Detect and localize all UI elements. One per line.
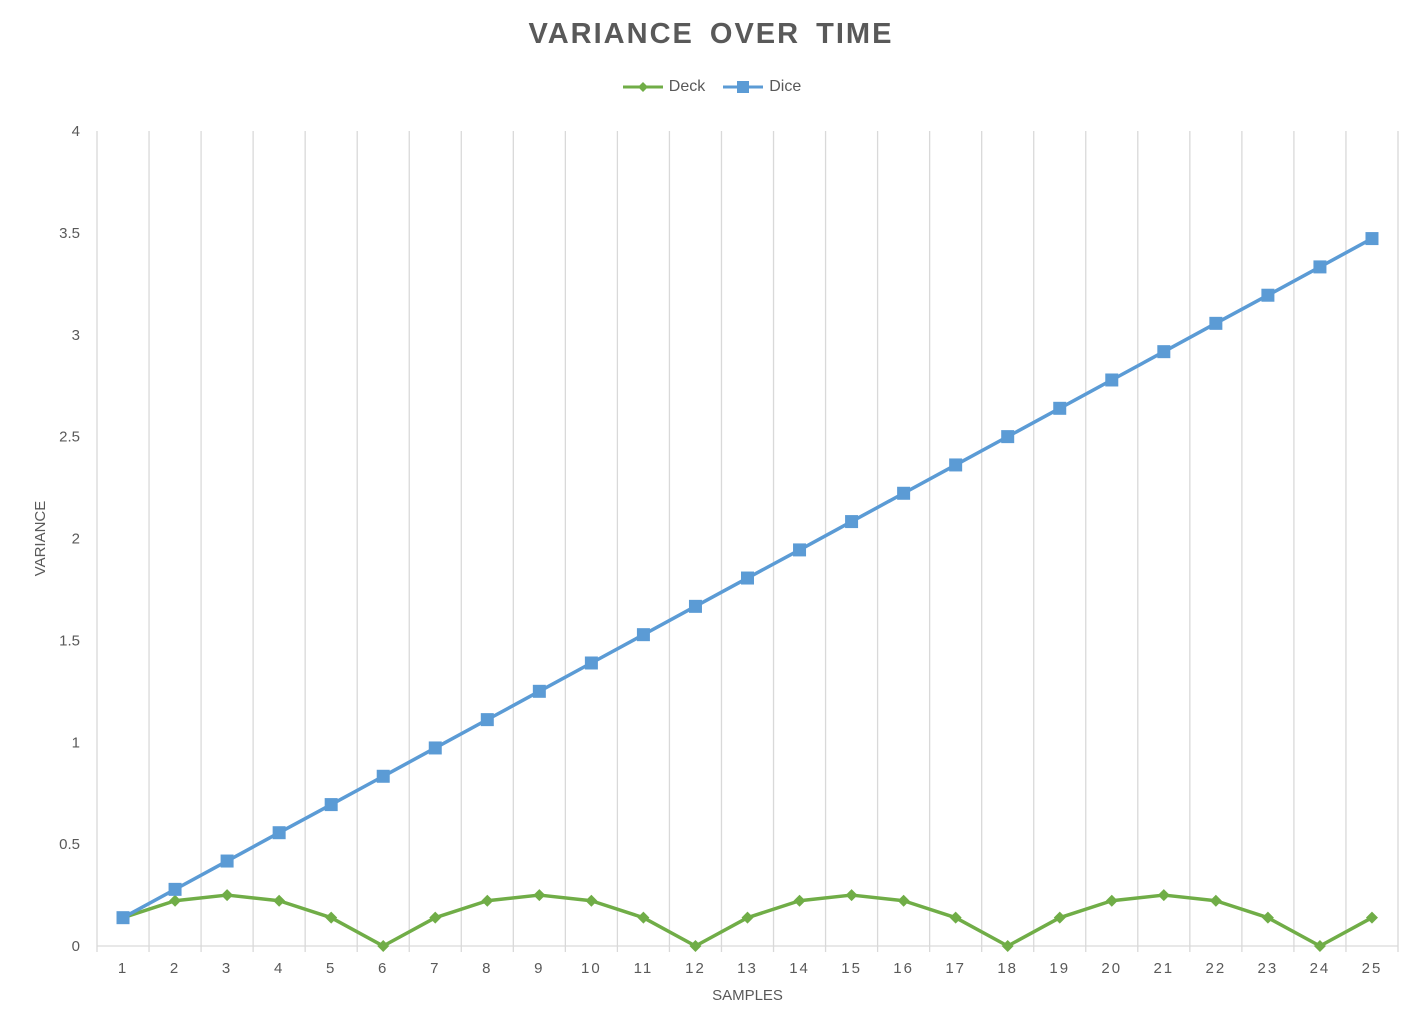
- data-point-deck: [481, 894, 494, 907]
- y-tick-label: 3: [72, 327, 80, 344]
- data-point-dice: [428, 741, 442, 755]
- y-tick-label: 4: [72, 123, 80, 140]
- data-point-dice: [688, 599, 702, 613]
- data-point-dice: [636, 628, 650, 642]
- x-tick-label: 22: [1206, 960, 1227, 977]
- x-tick-label: 15: [841, 960, 862, 977]
- x-axis-label: SAMPLES: [712, 987, 783, 1004]
- data-point-deck: [1313, 940, 1326, 952]
- data-point-dice: [1053, 401, 1067, 415]
- legend-label-dice: Dice: [769, 78, 802, 95]
- x-tick-label: 12: [685, 960, 706, 977]
- x-tick-label: 2: [170, 960, 180, 977]
- x-tick-label: 17: [945, 960, 966, 977]
- x-tick-label: 19: [1049, 960, 1070, 977]
- y-tick-label: 3.5: [59, 225, 80, 242]
- chart-title: VARIANCE OVER TIME: [528, 18, 894, 50]
- y-tick-label: 2: [72, 531, 80, 548]
- data-point-dice: [376, 769, 390, 783]
- data-point-deck: [793, 894, 806, 907]
- data-point-dice: [1157, 345, 1171, 359]
- data-point-dice: [168, 882, 182, 896]
- x-tick-label: 8: [482, 960, 492, 977]
- x-tick-label: 4: [274, 960, 284, 977]
- data-point-dice: [532, 684, 546, 698]
- x-tick-label: 18: [997, 960, 1018, 977]
- data-point-dice: [116, 911, 130, 925]
- x-tick-label: 5: [326, 960, 336, 977]
- data-point-deck: [1365, 911, 1378, 924]
- data-point-deck: [1001, 940, 1014, 952]
- legend-item-dice: Dice: [721, 78, 801, 96]
- data-point-deck: [533, 889, 546, 902]
- y-tick-label: 2.5: [59, 429, 80, 446]
- x-tick-label: 21: [1153, 960, 1174, 977]
- data-point-deck: [897, 894, 910, 907]
- x-tick-label: 1: [118, 960, 128, 977]
- legend-item-deck: Deck: [621, 78, 705, 96]
- x-tick-label: 10: [581, 960, 602, 977]
- data-point-deck: [377, 940, 390, 952]
- data-point-deck: [325, 911, 338, 924]
- x-tick-label: 23: [1258, 960, 1279, 977]
- data-point-dice: [1365, 232, 1379, 246]
- data-point-dice: [220, 854, 234, 868]
- legend-label-deck: Deck: [668, 78, 706, 95]
- data-point-deck: [949, 911, 962, 924]
- data-point-deck: [1261, 911, 1274, 924]
- data-point-dice: [324, 798, 338, 812]
- x-tick-label: 13: [737, 960, 758, 977]
- data-point-deck: [741, 911, 754, 924]
- data-point-deck: [585, 894, 598, 907]
- data-point-dice: [897, 486, 911, 500]
- y-tick-label: 1: [72, 734, 80, 751]
- data-point-deck: [1209, 894, 1222, 907]
- x-tick-label: 14: [789, 960, 810, 977]
- data-point-deck: [689, 940, 702, 952]
- data-point-deck: [221, 889, 234, 902]
- data-point-deck: [845, 889, 858, 902]
- data-point-dice: [793, 543, 807, 557]
- data-point-dice: [584, 656, 598, 670]
- data-point-dice: [1001, 430, 1015, 444]
- data-point-dice: [741, 571, 754, 585]
- data-point-deck: [637, 911, 650, 924]
- x-tick-label: 7: [430, 960, 440, 977]
- x-tick-label: 6: [378, 960, 388, 977]
- x-tick-label: 20: [1101, 960, 1122, 977]
- x-tick-label: 25: [1362, 960, 1383, 977]
- legend-swatch-dice: [723, 81, 764, 93]
- data-point-dice: [845, 515, 859, 529]
- data-point-dice: [949, 458, 963, 472]
- x-tick-label: 3: [222, 960, 232, 977]
- data-point-dice: [480, 713, 494, 727]
- data-point-dice: [1105, 373, 1119, 387]
- data-point-dice: [1209, 316, 1223, 330]
- y-axis-label: VARIANCE: [32, 501, 49, 577]
- data-point-dice: [1313, 260, 1327, 274]
- x-tick-label: 11: [634, 960, 654, 977]
- legend-swatch-deck: [622, 82, 663, 92]
- x-tick-label: 24: [1310, 960, 1331, 977]
- data-point-deck: [273, 894, 286, 907]
- data-point-deck: [1053, 911, 1066, 924]
- legend: Deck Dice: [0, 78, 1422, 96]
- data-point-deck: [1105, 894, 1118, 907]
- data-point-dice: [272, 826, 286, 840]
- data-point-deck: [1157, 889, 1170, 902]
- y-tick-label: 0.5: [59, 836, 80, 853]
- x-tick-label: 9: [534, 960, 544, 977]
- y-tick-label: 1.5: [59, 632, 80, 649]
- data-point-deck: [429, 911, 442, 924]
- data-point-deck: [169, 894, 182, 907]
- data-point-dice: [1261, 288, 1275, 302]
- x-tick-label: 16: [893, 960, 914, 977]
- y-tick-label: 0: [72, 938, 80, 955]
